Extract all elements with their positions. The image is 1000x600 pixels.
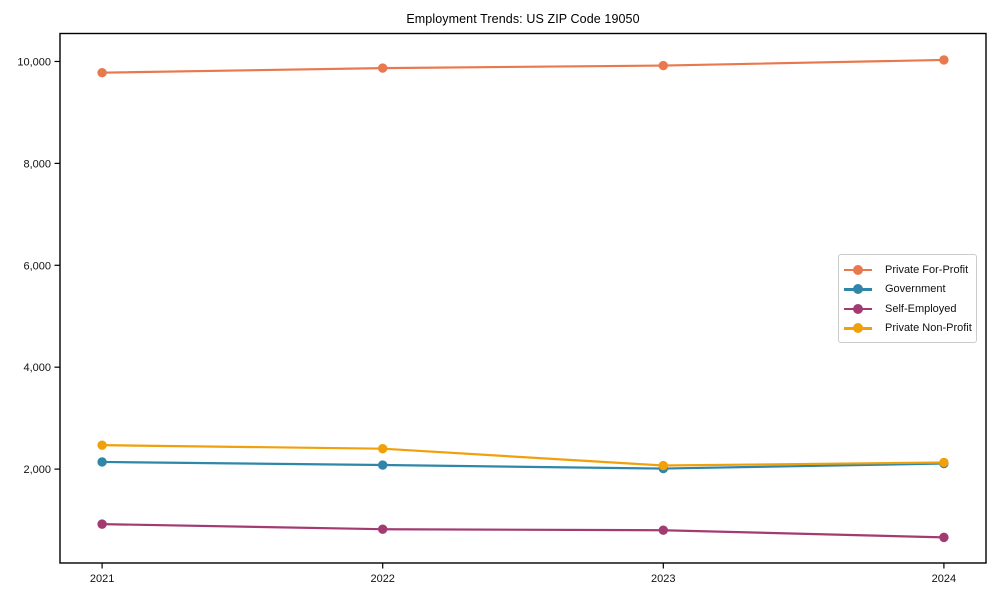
legend-marker-icon xyxy=(844,303,872,314)
data-point-marker xyxy=(939,457,949,468)
legend-label: Government xyxy=(885,283,946,296)
data-point-marker xyxy=(377,460,388,470)
data-point-marker xyxy=(377,63,388,73)
data-point-marker xyxy=(658,525,669,535)
y-tick-label: 2,000 xyxy=(23,464,51,476)
legend-item: Private For-Profit xyxy=(844,260,976,280)
data-point-marker xyxy=(658,460,669,471)
series-line xyxy=(102,523,944,539)
legend-marker-icon xyxy=(844,284,872,295)
y-tick-label: 8,000 xyxy=(23,158,51,170)
legend-item: Private Non-Profit xyxy=(844,319,976,339)
x-tick-label: 2021 xyxy=(90,573,114,585)
legend-item: Self-Employed xyxy=(844,299,976,319)
legend: Private For-Profit Government Self-Employe… xyxy=(838,254,977,343)
data-point-marker xyxy=(939,532,949,543)
data-point-marker xyxy=(97,440,107,450)
y-tick-label: 4,000 xyxy=(23,362,51,374)
legend-marker-icon xyxy=(844,264,872,275)
data-point-marker xyxy=(377,444,388,454)
series-line xyxy=(102,460,944,470)
chart-title: Employment Trends: US ZIP Code 19050 xyxy=(406,12,640,26)
y-tick-label: 6,000 xyxy=(23,260,51,272)
data-point-marker xyxy=(97,457,107,467)
x-tick-label: 2024 xyxy=(932,573,956,585)
data-point-marker xyxy=(97,67,107,78)
plot-border xyxy=(59,32,987,564)
data-point-marker xyxy=(97,519,107,529)
legend-marker-icon xyxy=(844,323,872,334)
legend-item: Government xyxy=(844,280,976,300)
data-point-marker xyxy=(658,60,669,71)
data-point-marker xyxy=(939,55,949,65)
legend-label: Private For-Profit xyxy=(885,263,969,276)
series-line xyxy=(102,58,944,74)
data-point-marker xyxy=(377,524,388,534)
legend-label: Self-Employed xyxy=(885,302,957,315)
x-tick-label: 2022 xyxy=(370,573,394,585)
y-tick-label: 10,000 xyxy=(17,56,51,68)
legend-label: Private Non-Profit xyxy=(885,322,972,335)
series-line xyxy=(102,444,944,467)
x-tick-label: 2023 xyxy=(651,573,675,585)
